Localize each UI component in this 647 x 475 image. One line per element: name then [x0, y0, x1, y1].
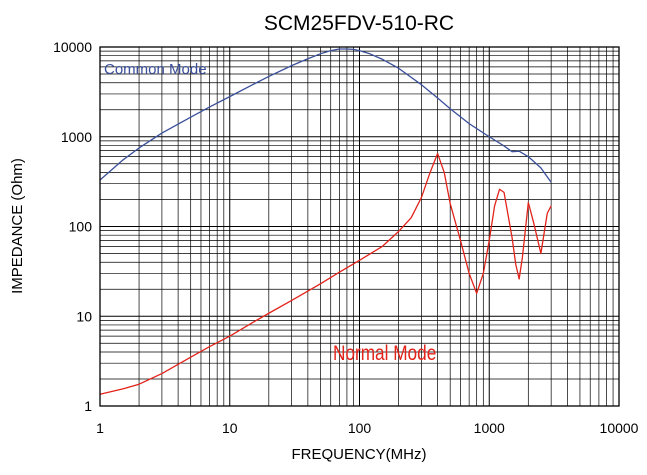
x-tick-label: 1000: [474, 420, 505, 436]
y-tick-labels: 1 10 100 1000 10000: [53, 39, 92, 414]
chart-title: SCM25FDV-510-RC: [264, 12, 454, 35]
y-tick-label: 100: [69, 219, 93, 235]
plot-frame: [99, 46, 620, 407]
y-tick-label: 10: [76, 308, 92, 324]
series-annotation-normal-mode: Normal Mode: [333, 343, 436, 366]
series-layer: [99, 48, 552, 395]
series-annotation-common-mode: Common Mode: [104, 61, 207, 78]
x-tick-label: 1: [96, 420, 104, 436]
y-axis-title: IMPEDANCE (Ohm): [9, 158, 26, 294]
x-tick-label: 10000: [600, 420, 639, 436]
y-tick-label: 1000: [61, 129, 92, 145]
chart-grid: [99, 47, 619, 407]
x-tick-label: 10: [222, 420, 238, 436]
x-tick-label: 100: [348, 420, 372, 436]
x-axis-title: FREQUENCY(MHz): [292, 446, 427, 463]
series-line-normal-mode: [99, 152, 552, 395]
x-tick-labels: 1 10 100 1000 10000: [96, 420, 639, 436]
series-line-common-mode: [99, 48, 552, 183]
annotations: Common Mode Normal Mode: [104, 61, 436, 365]
y-tick-label: 10000: [53, 39, 92, 55]
plot-border: [99, 46, 620, 407]
y-tick-label: 1: [84, 398, 92, 414]
